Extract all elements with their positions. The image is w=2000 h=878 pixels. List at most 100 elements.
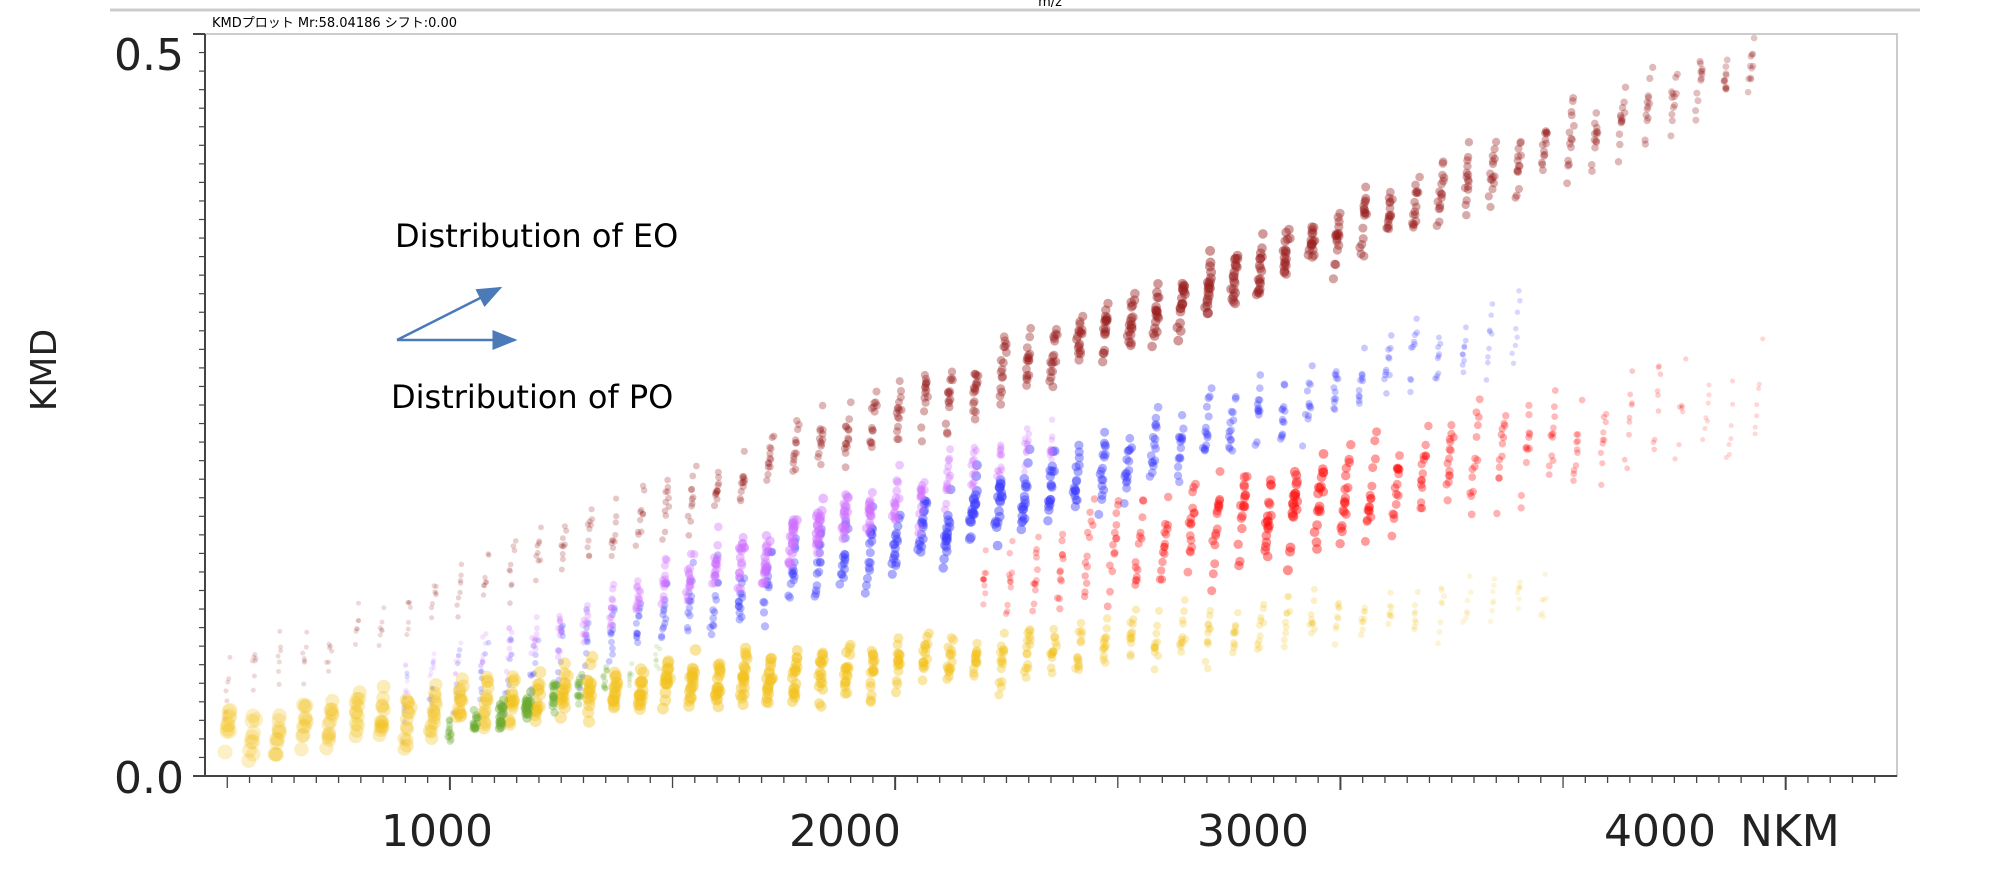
data-point xyxy=(968,494,979,505)
data-point xyxy=(457,580,464,586)
data-point xyxy=(816,438,825,446)
data-point xyxy=(892,409,901,418)
data-point xyxy=(922,377,931,387)
data-point xyxy=(478,685,484,692)
data-point xyxy=(227,654,233,660)
data-point xyxy=(1437,179,1446,189)
data-point xyxy=(686,611,694,620)
data-point xyxy=(973,377,982,387)
data-point xyxy=(894,513,904,524)
data-point xyxy=(760,577,770,587)
data-point xyxy=(1101,315,1111,325)
data-point xyxy=(424,731,439,745)
data-point xyxy=(1210,559,1220,569)
data-point xyxy=(765,675,776,687)
data-point xyxy=(789,459,797,467)
data-point xyxy=(609,611,616,619)
data-point xyxy=(1255,253,1265,264)
data-point xyxy=(1175,303,1186,313)
data-point xyxy=(1489,331,1495,337)
data-point xyxy=(1573,431,1580,438)
data-point xyxy=(792,439,800,447)
data-point xyxy=(1752,424,1758,430)
data-point xyxy=(1464,182,1473,191)
data-point xyxy=(429,693,435,699)
data-point xyxy=(507,635,514,642)
data-point xyxy=(1280,380,1288,388)
data-point xyxy=(1070,490,1080,501)
data-point xyxy=(1370,454,1380,464)
data-point xyxy=(1150,323,1160,333)
data-point xyxy=(1303,250,1314,260)
data-point xyxy=(971,407,980,417)
data-point xyxy=(1669,90,1677,97)
data-point xyxy=(1179,619,1187,628)
data-point xyxy=(1305,379,1313,387)
data-point xyxy=(921,383,930,392)
data-point xyxy=(734,597,743,606)
data-point xyxy=(1726,442,1732,447)
data-point xyxy=(788,569,798,578)
data-point xyxy=(971,471,982,482)
data-point xyxy=(815,514,826,525)
data-point xyxy=(1127,629,1136,638)
data-point xyxy=(740,447,748,455)
data-point xyxy=(1308,236,1319,246)
data-point xyxy=(817,460,825,469)
data-point xyxy=(994,690,1004,700)
data-point xyxy=(1205,245,1216,256)
data-point xyxy=(1382,371,1389,379)
data-point xyxy=(1285,592,1293,600)
data-point xyxy=(1330,384,1338,392)
data-point xyxy=(944,517,955,528)
data-point xyxy=(1260,600,1268,609)
data-point xyxy=(1304,412,1313,420)
data-point xyxy=(1047,649,1057,659)
data-point xyxy=(685,563,695,573)
data-point xyxy=(1204,664,1212,673)
data-point xyxy=(1138,513,1147,522)
data-point xyxy=(1201,427,1210,436)
data-point xyxy=(632,602,640,610)
data-point xyxy=(632,619,640,627)
data-point xyxy=(1488,159,1498,169)
data-point xyxy=(1705,400,1711,406)
data-point xyxy=(1151,420,1161,429)
data-point xyxy=(634,639,642,647)
data-point xyxy=(579,630,587,638)
data-point xyxy=(1627,391,1634,398)
data-point xyxy=(1059,555,1067,563)
data-point xyxy=(613,495,620,502)
data-point xyxy=(892,679,903,689)
data-point xyxy=(770,432,778,440)
data-point xyxy=(948,375,957,385)
data-point xyxy=(890,530,901,541)
data-point xyxy=(1074,460,1084,470)
data-point xyxy=(1180,596,1189,604)
data-point xyxy=(660,605,668,613)
data-point xyxy=(559,543,566,550)
data-point xyxy=(1110,549,1119,558)
data-point xyxy=(588,506,595,513)
data-point xyxy=(1044,505,1054,515)
data-point xyxy=(453,685,459,691)
data-point xyxy=(557,658,564,666)
data-point xyxy=(893,435,902,444)
data-point xyxy=(688,577,696,585)
data-point xyxy=(893,412,902,421)
data-point xyxy=(687,597,695,605)
data-point xyxy=(1262,511,1273,521)
data-point xyxy=(301,656,307,662)
data-point xyxy=(1017,517,1027,527)
data-point xyxy=(1301,410,1310,418)
data-point xyxy=(299,698,314,713)
data-point xyxy=(994,482,1005,492)
data-point xyxy=(837,570,847,579)
data-point xyxy=(1043,496,1054,506)
data-point xyxy=(583,618,590,625)
data-point xyxy=(637,508,644,516)
data-point xyxy=(921,388,930,397)
data-point xyxy=(760,560,770,570)
data-point xyxy=(483,631,489,637)
data-point xyxy=(1101,658,1110,667)
